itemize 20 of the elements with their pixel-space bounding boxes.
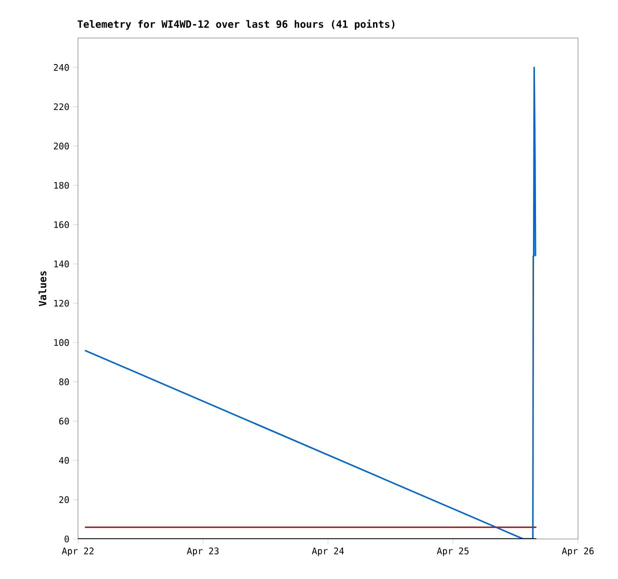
y-tick-label: 240 (54, 64, 69, 71)
y-tick-label: 180 (54, 182, 69, 189)
y-tick-label: 200 (54, 142, 69, 150)
x-tick-label: Apr 23 (186, 548, 219, 556)
y-tick-label: 20 (59, 496, 69, 504)
y-tick-label: 60 (59, 418, 69, 425)
y-tick-label: 220 (54, 103, 69, 110)
x-tick-label: Apr 22 (62, 548, 94, 556)
y-tick-label: 40 (59, 457, 69, 464)
x-tick-label: Apr 25 (436, 548, 469, 556)
x-tick-label: Apr 24 (312, 548, 344, 556)
y-tick-label: 160 (54, 221, 69, 228)
chart-title: Telemetry for WI4WD-12 over last 96 hours (41 points) (78, 20, 394, 30)
y-axis-title: Values (38, 271, 46, 306)
y-tick-label: 80 (59, 378, 69, 386)
y-tick-label: 100 (54, 339, 69, 346)
x-tick-label: Apr 26 (562, 548, 594, 556)
y-tick-label: 120 (54, 300, 69, 307)
y-tick-label: 140 (54, 260, 69, 268)
y-tick-label: 0 (64, 536, 69, 542)
